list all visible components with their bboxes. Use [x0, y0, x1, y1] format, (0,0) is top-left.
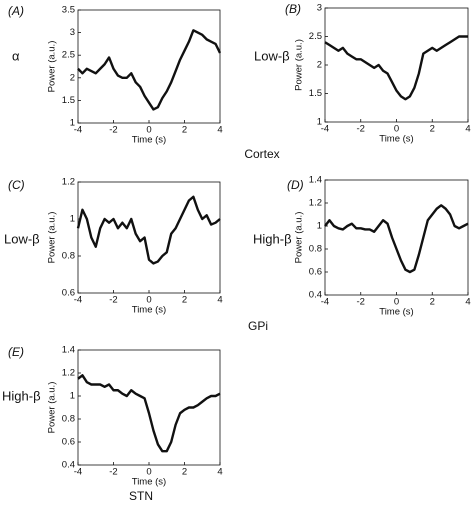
y-tick-label: 2.5 [309, 31, 322, 42]
band-label: Low-β [254, 48, 290, 63]
band-label: High-β [253, 231, 292, 246]
y-tick-label: 3 [70, 27, 75, 38]
y-tick-label: 0.8 [62, 414, 75, 425]
x-tick-label: -4 [74, 295, 82, 306]
x-tick-label: -2 [109, 295, 117, 306]
data-line [77, 29, 222, 111]
y-axis-label: Power (a.u.) [47, 41, 58, 93]
panel-label: (E) [8, 345, 24, 359]
group-label: Cortex [244, 147, 279, 161]
panel-label: (D) [287, 178, 304, 192]
x-tick-label: 0 [146, 295, 151, 306]
y-axis-label: Power (a.u.) [47, 382, 58, 434]
y-tick-label: 3.5 [62, 5, 75, 16]
data-line [324, 35, 468, 101]
y-axis-label: Power (a.u.) [294, 39, 305, 91]
y-tick-label: 0.6 [309, 267, 322, 278]
band-label: Low-β [4, 231, 40, 246]
data-line [76, 195, 221, 265]
x-tick-label: 4 [465, 297, 470, 308]
y-tick-label: 0.4 [62, 460, 75, 471]
x-tick-label: 2 [430, 297, 435, 308]
y-axis-label: Power (a.u.) [47, 212, 58, 264]
plot-frame [324, 179, 469, 296]
y-tick-label: 1.2 [62, 368, 75, 379]
x-axis-label: Time (s) [132, 135, 166, 146]
x-tick-label: 2 [182, 295, 187, 306]
x-tick-label: -4 [74, 467, 82, 478]
y-tick-label: 1 [70, 391, 75, 402]
x-axis-label: Time (s) [132, 305, 166, 316]
x-tick-label: 0 [394, 124, 399, 135]
y-axis-label: Power (a.u.) [294, 212, 305, 264]
y-tick-label: 1 [317, 117, 322, 128]
y-tick-label: 1.4 [62, 345, 75, 356]
group-label: STN [129, 489, 153, 503]
x-tick-label: 4 [217, 467, 222, 478]
plot-frame [77, 181, 221, 294]
plot-frame [324, 7, 469, 123]
y-tick-label: 2.5 [62, 50, 75, 61]
panel-label: (C) [8, 178, 25, 192]
plot-frame [77, 9, 221, 124]
x-tick-label: -2 [357, 297, 365, 308]
x-tick-label: 4 [465, 124, 470, 135]
y-tick-label: 3 [317, 3, 322, 14]
x-tick-label: -4 [74, 125, 82, 136]
x-tick-label: -2 [109, 125, 117, 136]
y-tick-label: 1.5 [62, 95, 75, 106]
y-tick-label: 0.6 [62, 437, 75, 448]
y-tick-label: 1 [317, 221, 322, 232]
y-tick-label: 0.8 [62, 251, 75, 262]
x-tick-label: 0 [146, 125, 151, 136]
x-tick-label: 2 [182, 125, 187, 136]
x-tick-label: 0 [146, 467, 151, 478]
y-tick-label: 1 [70, 118, 75, 129]
plot-frame [77, 349, 221, 466]
data-line [77, 374, 221, 453]
group-label: GPi [248, 319, 268, 333]
x-tick-label: 0 [394, 297, 399, 308]
panel-label: (B) [285, 2, 301, 16]
x-axis-label: Time (s) [132, 477, 166, 488]
x-tick-label: -2 [357, 124, 365, 135]
band-label: High-β [2, 388, 41, 403]
x-tick-label: -2 [109, 467, 117, 478]
panel-label: (A) [8, 4, 24, 18]
y-tick-label: 1 [70, 214, 75, 225]
y-tick-label: 2 [70, 72, 75, 83]
y-tick-label: 1.4 [309, 175, 322, 186]
y-tick-label: 1.2 [309, 198, 322, 209]
x-tick-label: 4 [217, 125, 222, 136]
y-tick-label: 0.8 [309, 244, 322, 255]
y-tick-label: 1.5 [309, 88, 322, 99]
x-tick-label: -4 [321, 124, 329, 135]
x-tick-label: 4 [217, 295, 222, 306]
y-tick-label: 0.6 [62, 288, 75, 299]
x-tick-label: -4 [321, 297, 329, 308]
y-tick-label: 2 [317, 60, 322, 71]
x-tick-label: 2 [182, 467, 187, 478]
y-tick-label: 1.2 [62, 177, 75, 188]
x-tick-label: 2 [430, 124, 435, 135]
band-label: α [12, 48, 20, 63]
data-line [324, 204, 469, 274]
x-axis-label: Time (s) [379, 307, 413, 318]
x-axis-label: Time (s) [379, 134, 413, 145]
y-tick-label: 0.4 [309, 290, 322, 301]
